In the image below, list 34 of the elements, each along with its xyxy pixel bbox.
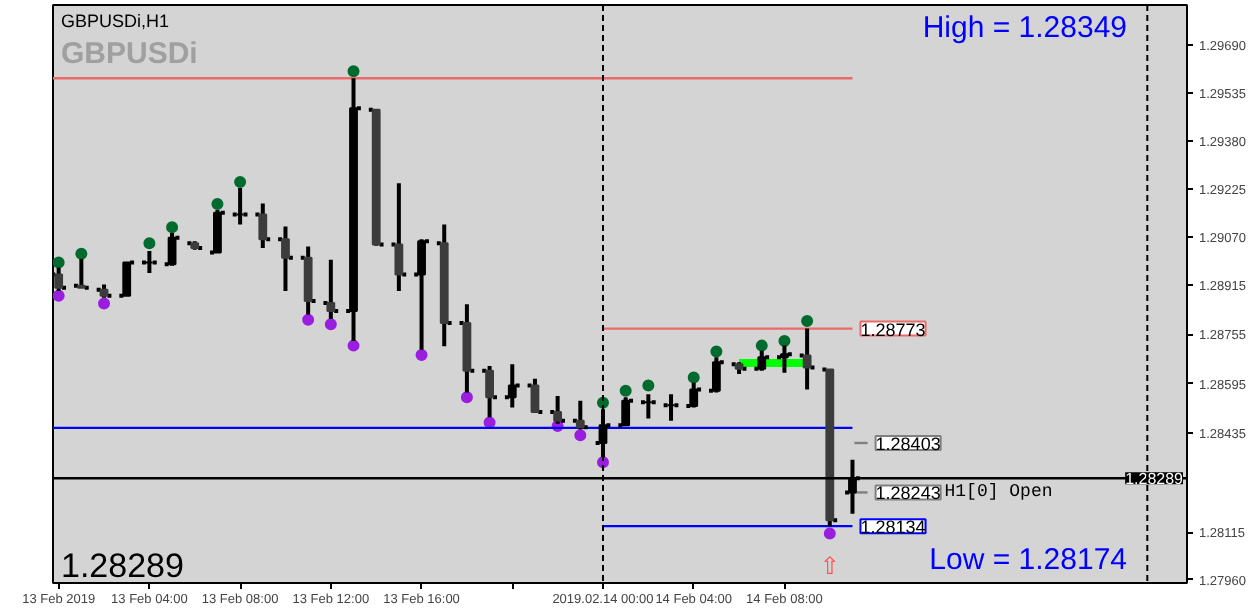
point bbox=[75, 247, 88, 260]
point bbox=[755, 339, 768, 352]
point bbox=[98, 297, 111, 310]
point bbox=[211, 198, 224, 211]
point bbox=[801, 314, 814, 327]
point bbox=[166, 221, 179, 234]
chart-title: GBPUSDi,H1 bbox=[61, 11, 170, 31]
annotation: H1[0] Open bbox=[944, 482, 1053, 503]
point bbox=[143, 237, 156, 250]
annotation: Low = 1.28174 bbox=[929, 543, 1128, 577]
point bbox=[324, 318, 337, 331]
point bbox=[642, 379, 655, 392]
data-label: 1.28243 bbox=[875, 483, 941, 504]
data-label: 1.28773 bbox=[860, 319, 926, 340]
point bbox=[302, 313, 315, 326]
point bbox=[460, 391, 473, 404]
point bbox=[53, 289, 65, 302]
point bbox=[347, 339, 360, 352]
point bbox=[687, 371, 700, 384]
annotation: 1.28289 bbox=[61, 547, 184, 585]
point bbox=[778, 334, 791, 347]
point bbox=[234, 176, 247, 189]
point bbox=[710, 345, 723, 358]
data-label: 1.28134 bbox=[860, 517, 926, 538]
data-label: 1.28403 bbox=[875, 433, 941, 454]
ref-line-label: 1.28289 bbox=[1125, 470, 1185, 489]
point bbox=[574, 429, 587, 442]
point bbox=[415, 348, 428, 361]
point bbox=[347, 65, 360, 78]
point bbox=[823, 527, 836, 540]
point bbox=[619, 384, 632, 397]
annotation: High = 1.28349 bbox=[922, 11, 1128, 45]
annotation: ⇧ bbox=[819, 552, 840, 581]
point bbox=[53, 256, 65, 269]
